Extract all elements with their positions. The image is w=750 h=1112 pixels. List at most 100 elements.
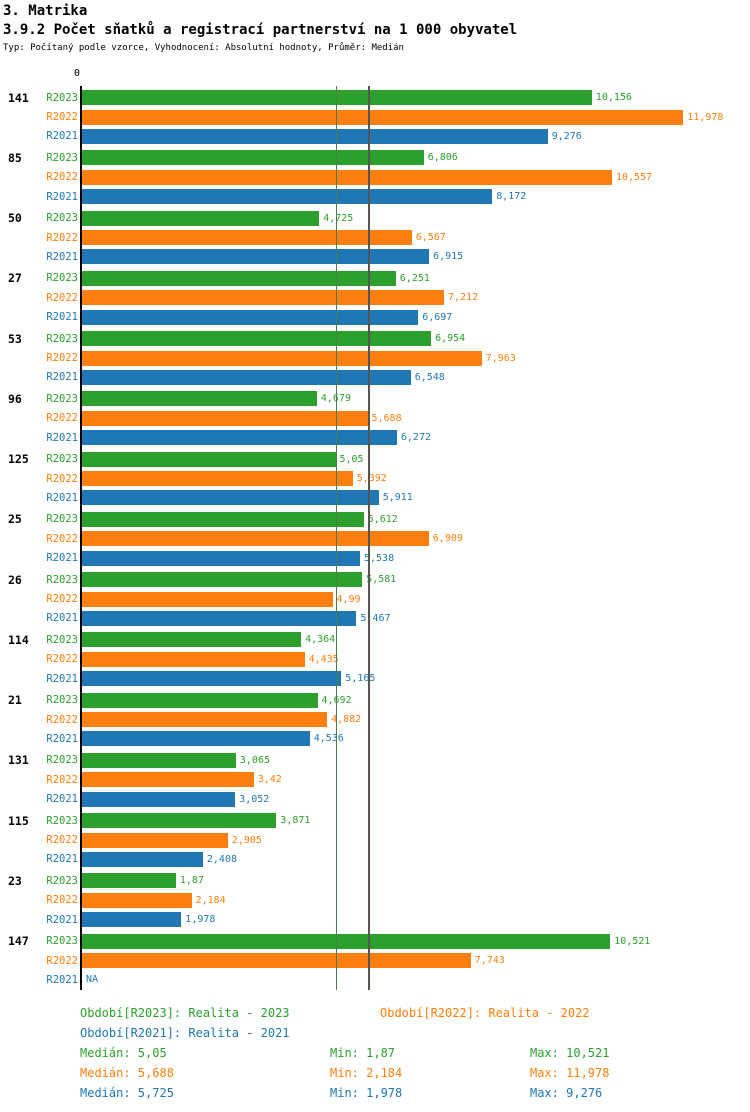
bar-group: 50 R2023 4,725 R2022 6,567 R2021 6,915 <box>0 207 750 267</box>
series-label: R2021 <box>46 431 78 444</box>
series-label: R2023 <box>46 633 78 646</box>
group-label: 25 <box>8 512 22 527</box>
bar-value-label: 4,364 <box>305 634 336 646</box>
bar-track: 4,679 <box>82 391 750 407</box>
bar-r2022 <box>82 531 429 547</box>
bar-track: 5,467 <box>82 610 750 626</box>
bar-track: 6,548 <box>82 369 750 385</box>
bar-r2023 <box>82 451 336 467</box>
bar-track: 4,99 <box>82 591 750 607</box>
bar-r2022 <box>82 953 471 969</box>
bar-r2021 <box>82 249 430 265</box>
stat-max-r2022: Max: 11,978 <box>530 1066 610 1080</box>
bar-track: 4,692 <box>82 692 750 708</box>
bar-r2023 <box>82 813 277 829</box>
bar-row: R2022 2,905 <box>0 830 750 849</box>
series-label: R2023 <box>46 935 78 948</box>
group-label: 96 <box>8 391 22 406</box>
chart-meta: Typ: Počítaný podle vzorce, Vyhodnocení:… <box>3 43 404 53</box>
bar-value-label: 5,581 <box>366 574 397 586</box>
bar-value-label: 9,276 <box>551 130 582 142</box>
group-label: 23 <box>8 873 22 888</box>
bar-track: 5,538 <box>82 550 750 566</box>
bar-value-label: 3,065 <box>239 754 270 766</box>
bar-value-label: 5,165 <box>345 673 376 685</box>
bar-r2023 <box>82 150 424 166</box>
bar-r2021 <box>82 128 548 144</box>
bar-value-label: 6,272 <box>400 432 431 444</box>
series-label: R2021 <box>46 371 78 384</box>
group-label: 141 <box>8 90 29 105</box>
bar-value-label: 6,548 <box>414 371 445 383</box>
bar-track: 6,915 <box>82 249 750 265</box>
bar-r2022 <box>82 350 482 366</box>
group-label: 21 <box>8 693 22 708</box>
series-label: R2021 <box>46 913 78 926</box>
bar-r2022 <box>82 410 368 426</box>
bar-track: 4,536 <box>82 731 750 747</box>
bar-group: 27 R2023 6,251 R2022 7,212 R2021 6,697 <box>0 267 750 327</box>
bar-r2023 <box>82 873 176 889</box>
bar-track: 5,688 <box>82 410 750 426</box>
bar-row: R2022 2,184 <box>0 891 750 910</box>
series-label: R2021 <box>46 491 78 504</box>
bar-row: 26 R2023 5,581 <box>0 570 750 589</box>
bar-row: R2021 6,697 <box>0 308 750 327</box>
series-label: R2022 <box>46 713 78 726</box>
bar-value-label: 6,251 <box>399 272 430 284</box>
bar-track: 6,909 <box>82 531 750 547</box>
series-label: R2022 <box>46 231 78 244</box>
bar-row: 147 R2023 10,521 <box>0 932 750 951</box>
bar-group: 125 R2023 5,05 R2022 5,392 R2021 5,911 <box>0 448 750 508</box>
series-label: R2022 <box>46 472 78 485</box>
bar-track: 1,978 <box>82 912 750 928</box>
bar-row: R2022 4,99 <box>0 589 750 608</box>
bar-track: 6,251 <box>82 270 750 286</box>
bar-r2023 <box>82 511 364 527</box>
bar-r2021 <box>82 430 397 446</box>
series-label: R2021 <box>46 793 78 806</box>
bar-value-label: 8,172 <box>496 191 527 203</box>
bar-row: 25 R2023 5,612 <box>0 510 750 529</box>
bar-row: R2021 6,915 <box>0 247 750 266</box>
bar-value-label: 3,052 <box>239 793 270 805</box>
series-label: R2022 <box>46 834 78 847</box>
bar-row: 96 R2023 4,679 <box>0 389 750 408</box>
bar-row: 114 R2023 4,364 <box>0 630 750 649</box>
bar-r2022 <box>82 109 684 125</box>
bar-r2023 <box>82 270 396 286</box>
bar-r2023 <box>82 572 363 588</box>
bar-row: R2022 7,963 <box>0 348 750 367</box>
bar-row: R2022 10,557 <box>0 168 750 187</box>
bar-r2023 <box>82 933 611 949</box>
legend-r2022: Období[R2022]: Realita - 2022 <box>380 1006 590 1020</box>
series-label: R2022 <box>46 412 78 425</box>
bar-row: R2022 11,978 <box>0 107 750 126</box>
bar-track: 5,392 <box>82 471 750 487</box>
bar-value-label: 7,212 <box>448 292 479 304</box>
bar-row: 27 R2023 6,251 <box>0 269 750 288</box>
bar-value-label: 7,743 <box>474 955 505 967</box>
bar-value-label: 1,978 <box>185 914 216 926</box>
bar-track: 4,435 <box>82 651 750 667</box>
series-label: R2023 <box>46 874 78 887</box>
bar-row: 85 R2023 6,806 <box>0 148 750 167</box>
group-label: 85 <box>8 150 22 165</box>
bar-value-label: 6,806 <box>427 152 458 164</box>
series-label: R2021 <box>46 672 78 685</box>
bar-r2021 <box>82 731 310 747</box>
bar-row: 125 R2023 5,05 <box>0 450 750 469</box>
series-label: R2021 <box>46 973 78 986</box>
stat-median-r2022: Medián: 5,688 <box>80 1066 174 1080</box>
bar-r2022 <box>82 471 353 487</box>
bar-r2023 <box>82 331 432 347</box>
bar-r2021 <box>82 369 411 385</box>
stat-median-r2021: Medián: 5,725 <box>80 1086 174 1100</box>
bar-r2023 <box>82 391 317 407</box>
bar-value-label: 2,408 <box>206 853 237 865</box>
series-label: R2021 <box>46 311 78 324</box>
bar-group: 114 R2023 4,364 R2022 4,435 R2021 5,165 <box>0 628 750 688</box>
bar-value-label: 10,557 <box>616 171 653 183</box>
bar-track: 4,725 <box>82 210 750 226</box>
bar-track: 3,052 <box>82 791 750 807</box>
